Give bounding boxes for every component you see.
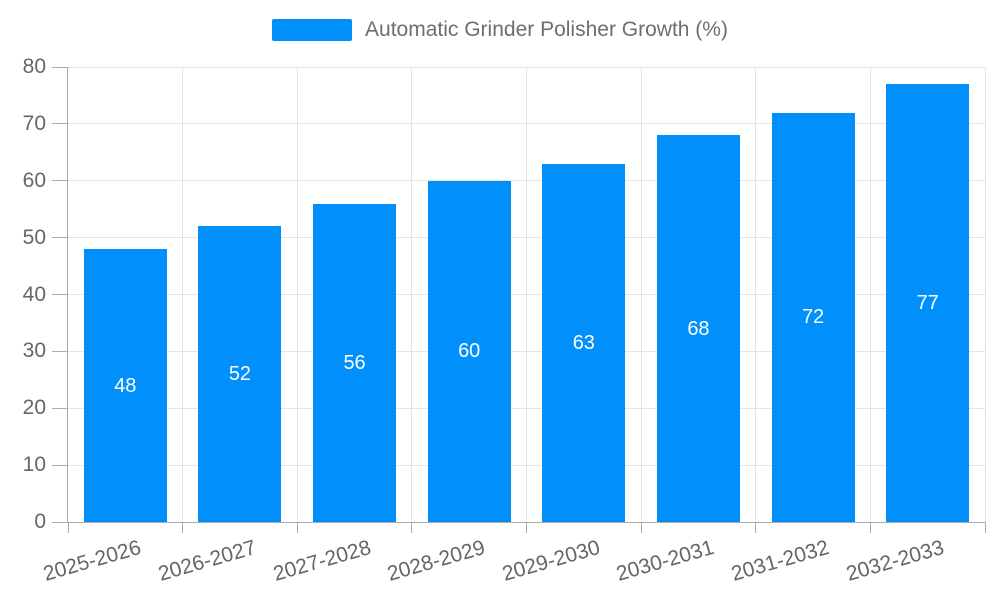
y-axis-label: 50 <box>22 225 46 249</box>
y-axis-label: 10 <box>22 453 46 477</box>
x-tick-mark <box>411 522 413 533</box>
x-gridline <box>984 67 986 522</box>
bar[interactable] <box>198 226 282 522</box>
bar-value-label: 77 <box>916 292 939 315</box>
y-axis-label: 40 <box>22 282 46 306</box>
x-tick-mark <box>182 522 184 533</box>
y-tick-mark <box>52 464 68 466</box>
y-tick-mark <box>52 66 68 68</box>
y-axis-label: 70 <box>22 111 46 135</box>
x-tick-mark <box>869 522 871 533</box>
x-gridline <box>296 67 298 522</box>
legend-label: Automatic Grinder Polisher Growth (%) <box>365 18 728 41</box>
bar[interactable] <box>771 112 855 522</box>
bar-value-label: 60 <box>458 340 481 363</box>
y-axis-label: 60 <box>22 168 46 192</box>
bar-value-label: 63 <box>572 331 595 354</box>
y-axis-label: 30 <box>22 339 46 363</box>
x-tick-mark <box>296 522 298 533</box>
bar-value-label: 52 <box>228 363 252 386</box>
x-tick-mark <box>984 522 986 533</box>
x-gridline <box>411 67 413 522</box>
x-gridline <box>640 67 642 522</box>
x-tick-mark <box>67 522 69 533</box>
y-axis-line <box>67 67 68 522</box>
bar[interactable] <box>886 84 970 522</box>
bar[interactable] <box>542 163 626 522</box>
bar-value-label: 56 <box>343 351 366 374</box>
bar[interactable] <box>656 135 740 522</box>
y-tick-mark <box>52 350 68 352</box>
y-axis-label: 80 <box>22 55 46 78</box>
y-tick-mark <box>52 407 68 409</box>
x-tick-mark <box>755 522 757 533</box>
y-tick-mark <box>52 521 68 523</box>
x-tick-mark <box>640 522 642 533</box>
x-gridline <box>182 67 184 522</box>
legend[interactable]: Automatic Grinder Polisher Growth (%) <box>0 17 1000 43</box>
bar[interactable] <box>83 249 167 522</box>
bar-value-label: 48 <box>114 374 137 397</box>
y-tick-mark <box>52 237 68 239</box>
y-tick-mark <box>52 123 68 125</box>
y-axis-label: 20 <box>22 396 46 420</box>
bar[interactable] <box>427 180 511 522</box>
legend-swatch <box>272 19 353 41</box>
x-gridline <box>755 67 757 522</box>
y-tick-mark <box>52 180 68 182</box>
x-gridline <box>526 67 527 522</box>
y-axis-label: 0 <box>34 510 46 533</box>
x-gridline <box>869 67 871 522</box>
x-tick-mark <box>526 522 527 533</box>
bar[interactable] <box>313 203 397 522</box>
bar-value-label: 72 <box>801 306 825 329</box>
y-tick-mark <box>52 294 68 295</box>
x-axis-line <box>67 521 985 523</box>
bar-value-label: 68 <box>687 317 710 340</box>
